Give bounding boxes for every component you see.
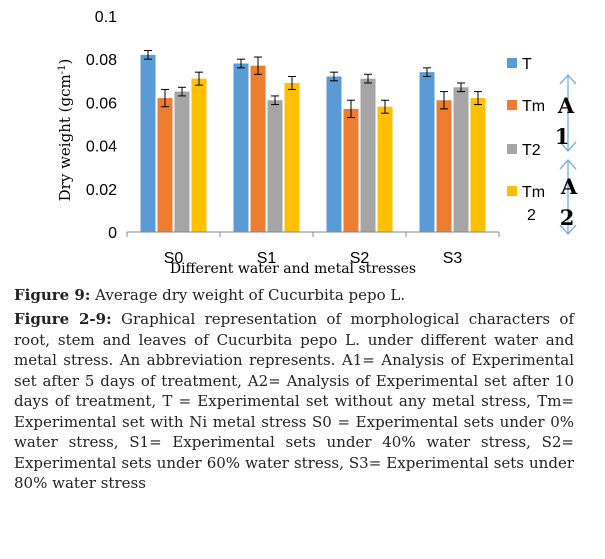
annotation-a1-number: 1 (555, 124, 570, 149)
double-arrow-icon-a1 (559, 74, 577, 152)
legend-swatch (507, 58, 517, 68)
bar (360, 78, 376, 232)
bar (326, 76, 342, 232)
bar (157, 98, 173, 232)
annotation-a1-letter: A (557, 93, 575, 118)
y-axis-ticks: 0 0.02 0.04 0.06 0.08 0.1 (86, 9, 117, 242)
y-tick-label: 0.1 (95, 9, 117, 26)
y-axis-label-main: Dry weight (gcm (56, 74, 74, 201)
figure-label: Figure 9: (14, 286, 91, 304)
annotation-a2-letter: A (560, 174, 578, 199)
y-axis-label-sup: -1 (57, 65, 68, 75)
description-text: Graphical representation of morphologica… (14, 310, 575, 492)
bar-chart: 0 0.02 0.04 0.06 0.08 0.1 S0 S1 S2 S3 Different … (56, 9, 578, 277)
y-tick-label: 0.02 (86, 182, 117, 199)
bar (470, 98, 486, 232)
legend-swatch (507, 186, 517, 196)
double-arrow-icon-a2 (559, 159, 577, 235)
legend: T Tm T2 Tm 2 (507, 56, 545, 224)
bar (377, 106, 393, 232)
x-tick-label: S2 (350, 250, 370, 267)
legend-label: T2 (522, 142, 541, 159)
y-tick-label: 0.04 (86, 139, 117, 156)
figure-caption: Figure 9: Average dry weight of Cucurbit… (14, 286, 574, 304)
bar (267, 100, 283, 233)
legend-label: Tm (522, 98, 545, 115)
bar (140, 54, 156, 232)
legend-label: T (522, 56, 532, 73)
y-tick-label: 0 (108, 225, 117, 242)
x-axis-ticks: S0 S1 S2 S3 (126, 232, 500, 267)
bar (453, 87, 469, 232)
y-axis-label-end: ) (56, 59, 74, 65)
legend-label: Tm 2 (522, 184, 545, 224)
x-tick-label: S0 (164, 250, 184, 267)
figure-text: Average dry weight of Cucurbita pepo L. (90, 286, 406, 304)
bar (174, 91, 190, 232)
bar (284, 82, 300, 233)
annotation-a2-number: 2 (560, 205, 575, 230)
y-tick-label: 0.08 (86, 52, 117, 69)
x-axis-label: Different water and metal stresses (170, 261, 416, 277)
x-tick-label: S1 (257, 250, 277, 267)
description-label: Figure 2-9: (14, 310, 112, 328)
x-tick-label: S3 (443, 250, 463, 267)
bars (140, 50, 486, 233)
bar (343, 108, 359, 232)
bar (250, 65, 266, 233)
figure-description: Figure 2-9: Graphical representation of … (14, 309, 574, 494)
y-axis-label: Dry weight (gcm-1) (56, 59, 74, 202)
y-tick-label: 0.06 (86, 95, 117, 112)
bar (191, 78, 207, 232)
legend-swatch (507, 144, 517, 154)
legend-swatch (507, 100, 517, 110)
bar (419, 72, 435, 232)
bar (233, 63, 249, 232)
bar (436, 100, 452, 233)
